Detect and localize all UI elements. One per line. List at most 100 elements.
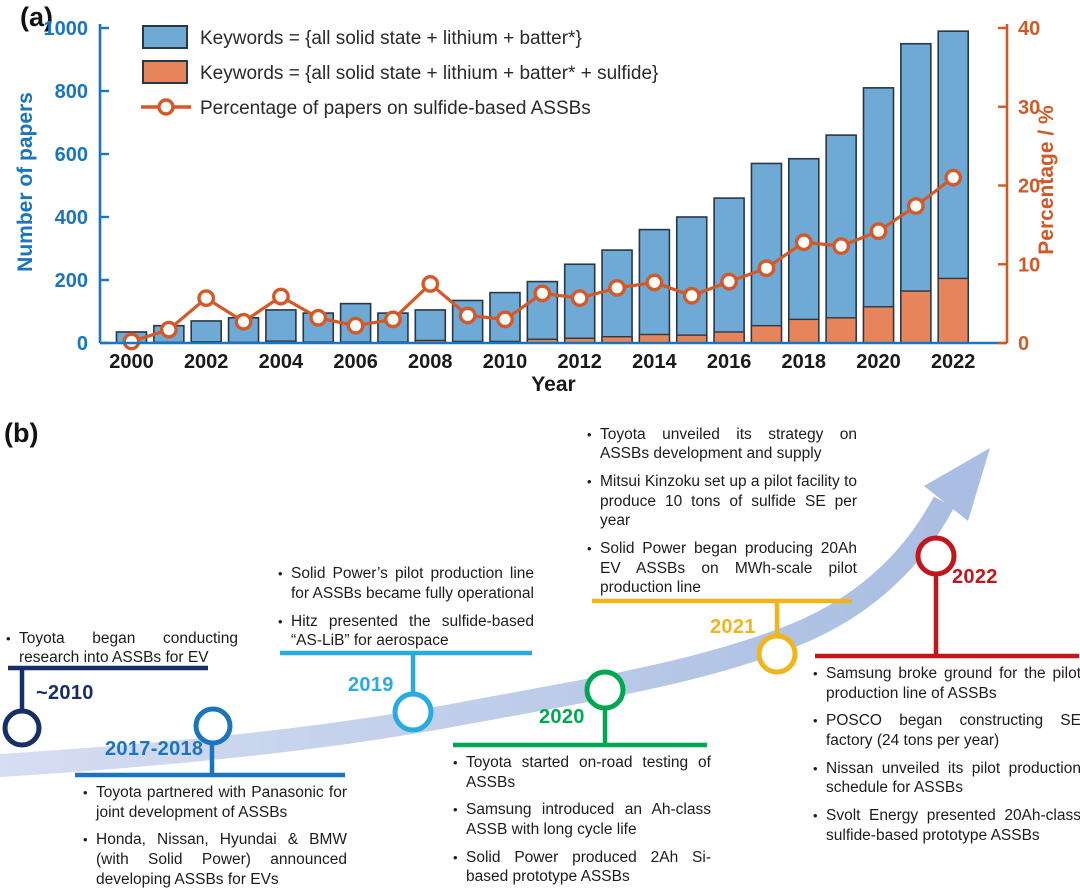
milestone-circle	[756, 633, 798, 675]
legend-swatch-all-papers	[142, 25, 188, 49]
percentage-marker	[197, 289, 216, 308]
milestone-bullet: Samsung introduced an Ah-class ASSB with…	[453, 800, 711, 839]
panel-a-label: (a)	[20, 2, 53, 32]
legend-label: Keywords = {all solid state + lithium + …	[200, 63, 658, 84]
percentage-marker	[122, 332, 141, 351]
legend-label: Keywords = {all solid state + lithium + …	[200, 28, 582, 49]
bar-all-papers	[862, 87, 895, 344]
percentage-marker	[271, 287, 290, 306]
milestone-bullet-list: Toyota partnered with Panasonic for join…	[83, 783, 347, 889]
x-axis-tick-label: 2014	[632, 351, 677, 373]
left-axis-tick-label: 800	[55, 81, 88, 103]
percentage-marker	[944, 168, 963, 187]
percentage-marker	[496, 310, 514, 329]
timeline-arrow-art	[0, 448, 1079, 778]
milestone-bullet-list: Solid Power’s pilot production line for …	[278, 564, 534, 651]
bar-sulfide-papers	[900, 290, 932, 344]
bar-sulfide-papers	[788, 318, 820, 344]
milestone-bullet-list: Toyota started on-road testing of ASSBs S…	[453, 753, 711, 887]
milestone-bullet: Toyota unveiled its strategy on ASSBs de…	[587, 425, 857, 464]
left-axis-tick-label: 400	[55, 207, 88, 229]
bar-all-papers	[190, 320, 222, 344]
percentage-marker	[645, 273, 664, 292]
milestone-bullet: Solid Power produced 2Ah Si-based protot…	[453, 848, 711, 887]
percentage-marker	[533, 284, 552, 303]
papers-chart: 0 200 400 600 800 1000 0 10 20 30 40 2000 2002 2004 20…	[14, 18, 1058, 396]
x-axis-tick-label: 2000	[109, 351, 154, 373]
x-axis-tick-label: 2016	[707, 351, 752, 373]
milestone-bullet-list: Toyota unveiled its strategy on ASSBs de…	[587, 425, 857, 598]
bar-all-papers	[563, 263, 596, 344]
milestone-bullet: Toyota started on-road testing of ASSBs	[453, 753, 711, 792]
percentage-marker	[794, 233, 813, 252]
bar-sulfide-papers	[713, 331, 745, 344]
milestone-circle	[915, 535, 957, 577]
left-axis-tick-label: 1000	[44, 18, 89, 40]
percentage-marker	[384, 310, 402, 329]
left-axis-tick-label: 200	[55, 270, 88, 292]
right-axis-tick-label: 40	[1018, 18, 1040, 40]
legend-label: Percentage of papers on sulfide-based AS…	[200, 98, 591, 119]
milestone-text-block: Toyota started on-road testing of ASSBs S…	[453, 753, 711, 887]
left-axis-tick-label: 0	[77, 333, 88, 355]
milestone-bullet: POSCO began constructing SE factory (24 …	[813, 711, 1080, 750]
milestone-bullet: Solid Power’s pilot production line for …	[278, 564, 534, 603]
bar-sulfide-papers	[825, 317, 857, 344]
bar-sulfide-papers	[937, 277, 969, 344]
legend-swatch-sulfide-papers	[142, 60, 188, 84]
legend-marker-percentage	[157, 98, 175, 116]
x-axis-tick-label: 2004	[259, 351, 304, 373]
milestone-bullet: Toyota partnered with Panasonic for join…	[83, 783, 347, 822]
y-axis-title-left: Number of papers	[14, 92, 37, 272]
milestone-bullet: Solid Power began producing 20Ah EV ASSB…	[587, 539, 857, 598]
milestone-year-label: ~2010	[36, 682, 94, 704]
bar-sulfide-papers	[862, 306, 895, 344]
x-axis-tick-label: 2006	[333, 351, 378, 373]
right-axis-tick-label: 20	[1018, 176, 1040, 198]
milestone-bullet: Nissan unveiled its pilot production sch…	[813, 759, 1080, 798]
milestone-year-label: 2017-2018	[105, 738, 204, 760]
milestone-bullet: Samsung broke ground for the pilot produ…	[813, 664, 1080, 703]
milestone-bullet: Mitsui Kinzoku set up a pilot facility t…	[587, 472, 857, 531]
percentage-marker	[159, 320, 178, 339]
y-axis-title-right: Percentage / %	[1035, 105, 1058, 255]
percentage-marker	[869, 222, 888, 241]
milestone-text-block: Toyota partnered with Panasonic for join…	[83, 783, 347, 889]
percentage-marker	[757, 259, 776, 278]
x-axis-tick-label: 2012	[557, 351, 602, 373]
bar-all-papers	[675, 216, 708, 344]
milestone-text-block: Toyota began conducting research into AS…	[6, 629, 238, 668]
percentage-marker	[421, 275, 440, 293]
x-axis-tick-label: 2022	[931, 351, 976, 373]
bar-all-papers	[750, 162, 783, 344]
milestone-circle	[193, 706, 233, 746]
milestone-year-label: 2020	[539, 706, 585, 728]
bar-sulfide-papers	[750, 324, 783, 344]
timeline-arrow-band	[0, 496, 955, 778]
x-axis-tick-label: 2008	[408, 351, 453, 373]
percentage-marker	[458, 306, 477, 325]
percentage-marker	[720, 272, 738, 291]
milestone-bullet-list: Toyota began conducting research into AS…	[6, 629, 238, 668]
x-axis-tick-label: 2020	[856, 351, 901, 373]
bar-all-papers	[265, 309, 297, 344]
percentage-marker	[682, 286, 701, 305]
right-axis-tick-label: 10	[1018, 254, 1040, 276]
milestone-text-block: Toyota unveiled its strategy on ASSBs de…	[587, 425, 857, 598]
x-axis-title: Year	[531, 373, 575, 396]
x-axis-tick-label: 2010	[483, 351, 528, 373]
milestone-bullet: Toyota began conducting research into AS…	[6, 629, 238, 668]
milestone-circle	[584, 669, 626, 711]
percentage-marker	[346, 316, 365, 335]
percentage-marker	[570, 289, 589, 308]
left-axis-tick-label: 600	[55, 144, 88, 166]
x-axis-tick-label: 2018	[782, 351, 827, 373]
milestone-text-block: Samsung broke ground for the pilot produ…	[813, 664, 1080, 845]
milestone-year-label: 2019	[348, 674, 394, 696]
milestone-year-label: 2022	[952, 566, 998, 588]
milestone-bullet: Hitz presented the sulfide-based “AS-LiB…	[278, 612, 534, 651]
milestone-circle	[392, 691, 434, 733]
milestone-year-label: 2021	[710, 616, 756, 638]
milestone-bullet-list: Samsung broke ground for the pilot produ…	[813, 664, 1080, 845]
